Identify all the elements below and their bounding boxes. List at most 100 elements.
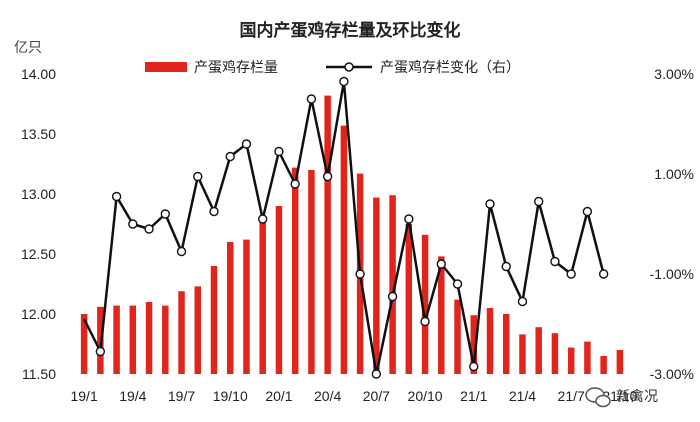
- line-point: [274, 146, 284, 157]
- bar: [129, 305, 137, 374]
- line-point: [111, 191, 122, 202]
- line-point: [452, 279, 463, 289]
- x-tick-label: 20/7: [363, 388, 390, 404]
- x-tick-label: 19/10: [213, 388, 248, 404]
- bar: [178, 291, 185, 374]
- bar: [324, 95, 331, 374]
- line-point: [582, 206, 593, 217]
- x-tick-label: 21/1: [460, 388, 487, 404]
- line-point: [404, 214, 414, 224]
- line-point: [160, 209, 170, 219]
- line-point: [371, 369, 382, 379]
- x-tick-label: 20/4: [314, 388, 341, 404]
- bar: [259, 218, 266, 374]
- y-left-tick-label: 11.50: [22, 366, 56, 382]
- y-left-unit: 亿只: [14, 40, 42, 56]
- line-point: [566, 269, 576, 279]
- bar: [389, 195, 396, 374]
- y-right-axis: 3.00% 1.00% -1.00% -3.00%: [650, 66, 694, 382]
- wechat-icon: [585, 387, 611, 408]
- line-point: [225, 151, 235, 162]
- y-left-axis: 14.00 13.50 13.00 12.50 12.00 11.50: [21, 66, 56, 382]
- y-left-tick-label: 12.50: [21, 246, 56, 262]
- line-point: [534, 196, 544, 207]
- bar: [486, 308, 494, 374]
- line-point: [258, 214, 268, 224]
- legend-bar-swatch: [145, 62, 187, 72]
- line-point: [95, 346, 106, 357]
- x-tick-label: 19/4: [119, 388, 146, 404]
- bar: [373, 197, 380, 374]
- y-right-tick-label: 3.00%: [654, 66, 694, 82]
- line-point: [290, 179, 300, 189]
- y-right-tick-label: -1.00%: [650, 266, 694, 282]
- legend-label-line: 产蛋鸡存栏变化（右）: [380, 59, 520, 76]
- line-point: [193, 171, 203, 182]
- bar: [243, 239, 250, 374]
- legend-label-bar: 产蛋鸡存栏量: [194, 59, 278, 76]
- bar: [454, 299, 461, 374]
- x-tick-label: 21/4: [509, 388, 536, 404]
- legend: 产蛋鸡存栏量 产蛋鸡存栏变化（右）: [145, 59, 520, 76]
- x-tick-label: 19/7: [168, 388, 195, 404]
- line-point: [387, 291, 398, 302]
- watermark-text: 新禽况: [616, 388, 658, 405]
- y-left-tick-label: 13.00: [21, 186, 56, 202]
- bar: [291, 167, 299, 374]
- bar: [162, 305, 169, 374]
- bar: [113, 305, 120, 374]
- line-point: [420, 316, 430, 327]
- line-point: [306, 94, 317, 104]
- bar: [535, 327, 542, 374]
- line-point: [144, 224, 154, 234]
- bar: [470, 315, 478, 374]
- bar: [226, 242, 234, 374]
- y-left-tick-label: 14.00: [21, 66, 56, 82]
- line-point: [241, 139, 252, 149]
- line-point: [176, 246, 187, 257]
- line-point: [550, 256, 560, 267]
- line-point: [322, 171, 333, 182]
- x-tick-label: 21/7: [558, 388, 585, 404]
- line-point: [436, 259, 446, 269]
- bar: [616, 350, 624, 374]
- bar: [210, 266, 218, 374]
- legend-line-marker: [344, 62, 354, 72]
- bar: [340, 125, 348, 374]
- watermark: 新禽况: [585, 387, 658, 408]
- y-right-tick-label: 1.00%: [654, 166, 694, 182]
- bar: [405, 224, 413, 374]
- bar: [80, 314, 88, 374]
- bar: [600, 356, 607, 374]
- bar: [438, 256, 445, 374]
- x-tick-label: 19/1: [70, 388, 97, 404]
- line-point: [485, 199, 495, 209]
- line-point: [209, 206, 219, 217]
- line-point: [339, 76, 349, 87]
- bar: [275, 206, 283, 374]
- y-right-tick-label: -3.00%: [650, 366, 694, 382]
- x-tick-label: 20/10: [408, 388, 443, 404]
- line-series: [82, 76, 609, 379]
- x-tick-label: 20/1: [265, 388, 292, 404]
- x-axis: 19/1 19/4 19/7 19/10 20/1 20/4 20/7 20/10 21/1 21…: [70, 388, 637, 404]
- bar: [502, 314, 510, 374]
- x-tick-label: 21/10: [602, 388, 637, 404]
- bar: [519, 334, 526, 374]
- chart-title: 国内产蛋鸡存栏量及环比变化: [240, 20, 461, 41]
- bar: [567, 347, 575, 374]
- bar: [145, 302, 153, 374]
- line-point: [469, 361, 479, 372]
- line-point: [355, 269, 365, 279]
- bar: [584, 341, 591, 374]
- bar: [194, 286, 202, 374]
- bar: [551, 333, 559, 374]
- line-point: [598, 269, 609, 279]
- line-point: [501, 261, 511, 272]
- line-point: [128, 219, 138, 229]
- bar: [421, 234, 429, 374]
- y-left-tick-label: 12.00: [21, 306, 56, 322]
- y-left-tick-label: 13.50: [21, 126, 56, 142]
- line-point: [517, 296, 528, 307]
